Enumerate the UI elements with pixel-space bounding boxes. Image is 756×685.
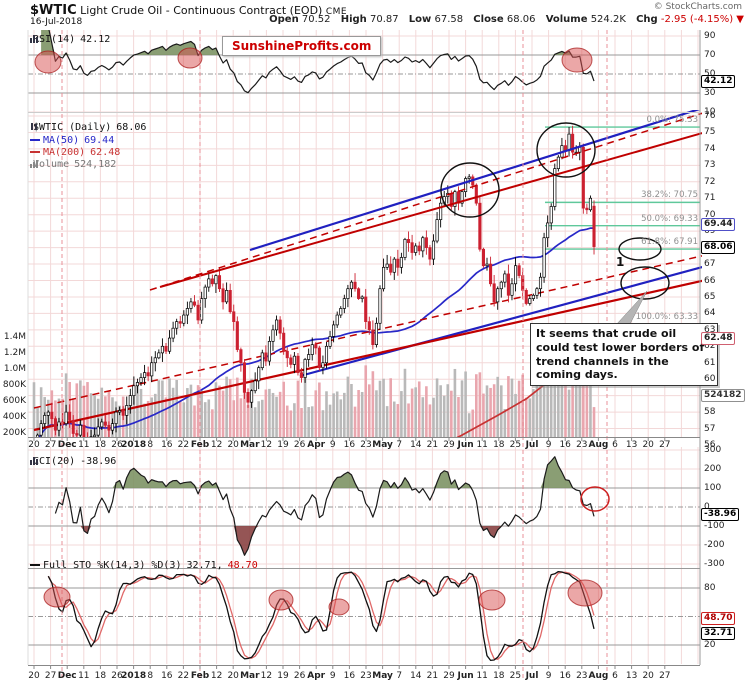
low-value: 67.58 (434, 14, 464, 25)
quote-bar: Open 70.52 High 70.87 Low 67.58 Close 68… (262, 14, 744, 25)
chg-label: Chg (636, 14, 658, 25)
volume-label: Volume (545, 14, 588, 25)
stochastic-panel (28, 569, 700, 664)
open-value: 70.52 (301, 14, 331, 25)
ma200-legend: MA(200) 62.48 (30, 147, 120, 158)
highlight-ellipse (561, 47, 593, 73)
stoch-k-line-icon (30, 564, 40, 566)
chart-date: 16-Jul-2018 (30, 17, 83, 27)
chart-title: $WTIC Light Crude Oil - Continuous Contr… (30, 3, 347, 18)
exchange: CME (325, 7, 348, 17)
highlight-ellipse (567, 579, 603, 607)
circle-annotation (440, 162, 500, 218)
low-label: Low (408, 14, 432, 25)
instrument-name: Light Crude Oil - Continuous Contract (E… (80, 4, 323, 17)
main-panel (28, 110, 702, 438)
analyst-note: It seems that crude oil could test lower… (530, 323, 718, 386)
wave-number-label: 1 (616, 255, 625, 269)
open-label: Open (269, 14, 299, 25)
cci-panel (28, 447, 700, 568)
chg-value: -2.95 (-4.15%) (660, 14, 734, 25)
ma200-line-icon (30, 151, 40, 153)
candles (36, 125, 596, 438)
rsi-legend: RSI(14) 42.12 (30, 34, 110, 45)
highlight-ellipse (34, 50, 62, 74)
highlight-ellipse (43, 586, 71, 608)
highlight-ellipse (328, 598, 350, 616)
circle-annotation (620, 266, 670, 300)
circle-annotation (618, 237, 662, 261)
chg-direction-icon: ▼ (736, 14, 744, 25)
volume-legend: Volume 524,182 (30, 159, 116, 170)
highlight-ellipse (478, 589, 506, 611)
highlight-ellipse (268, 589, 294, 611)
ma50-line-icon (30, 139, 40, 141)
main-legend-symbol: $WTIC (Daily) 68.06 (31, 122, 147, 133)
high-label: High (340, 14, 367, 25)
ma50-legend: MA(50) 69.44 (30, 135, 114, 146)
copyright: © StockCharts.com (653, 2, 742, 12)
highlight-ellipse (177, 47, 203, 69)
stochastic-legend: Full STO %K(14,3) %D(3) 32.71, 48.70 (30, 560, 258, 571)
volume-value: 524.2K (590, 14, 626, 25)
cci-legend: CCI(20) -38.96 (30, 456, 116, 467)
cci-circle-annotation (580, 486, 610, 512)
high-value: 70.87 (369, 14, 399, 25)
circle-annotation (536, 122, 596, 178)
symbol: $WTIC (30, 3, 77, 18)
watermark: SunshineProfits.com (222, 36, 382, 56)
annotation-layer (34, 30, 670, 680)
close-label: Close (473, 14, 504, 25)
close-value: 68.06 (506, 14, 536, 25)
